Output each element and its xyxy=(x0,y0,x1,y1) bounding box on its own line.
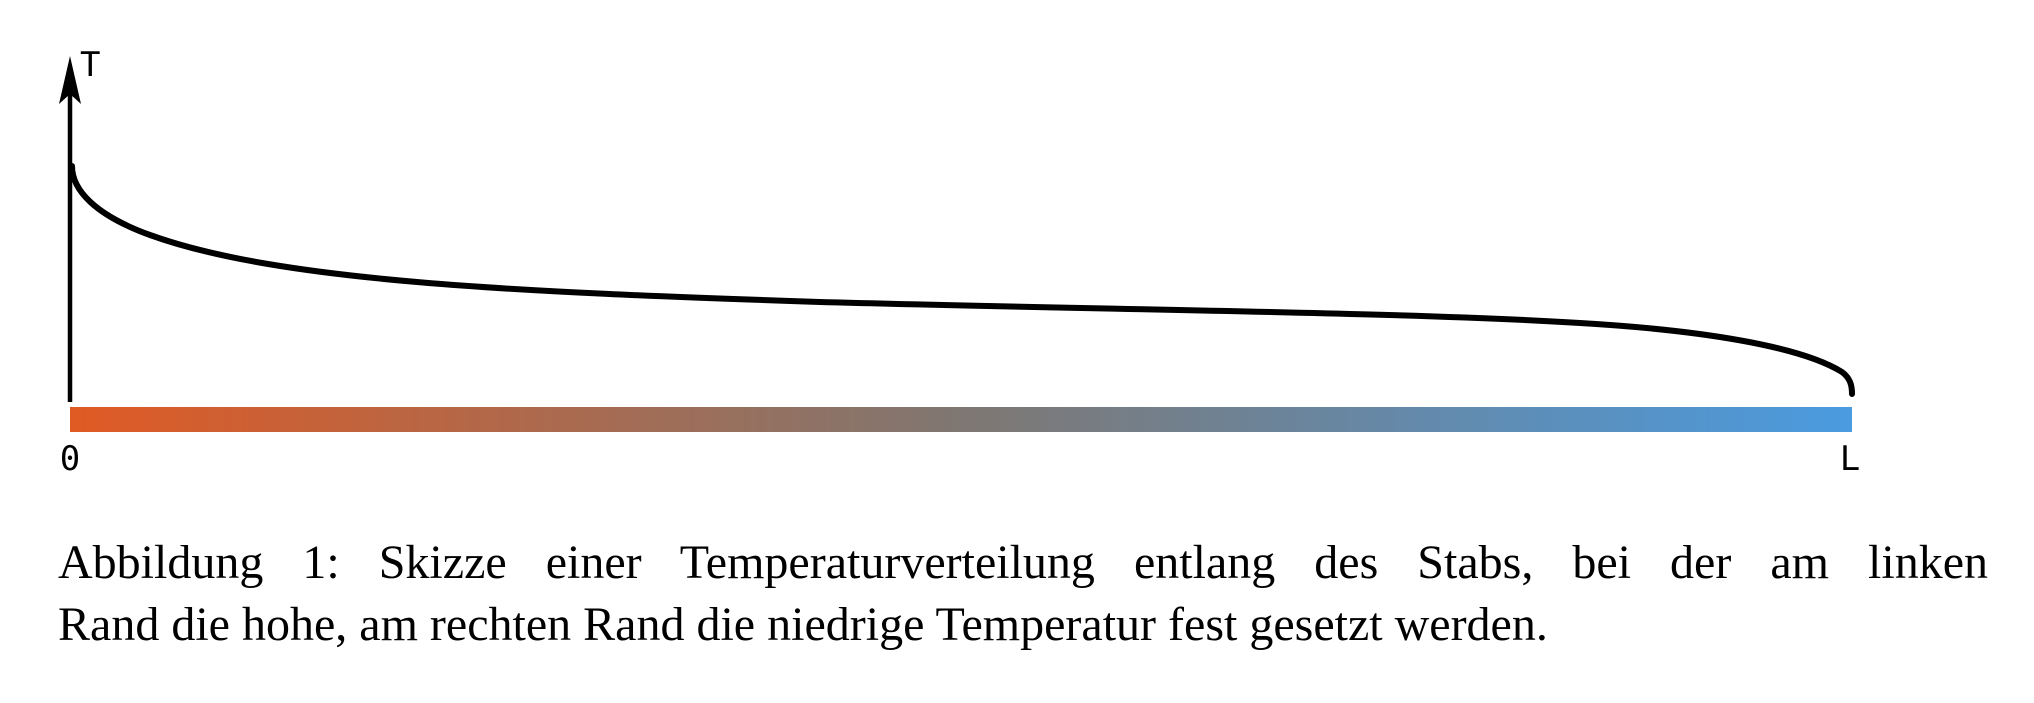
temperature-distribution-diagram: T 0 L xyxy=(59,45,1860,479)
figure-caption: Abbildung 1: Skizze einer Temperaturvert… xyxy=(58,532,1988,656)
caption-line-1: Abbildung 1: Skizze einer Temperaturvert… xyxy=(58,536,1988,589)
y-axis-label: T xyxy=(80,45,100,85)
y-axis-arrowhead xyxy=(59,56,81,104)
temperature-curve xyxy=(69,163,1855,397)
x-end-label: L xyxy=(1840,439,1860,479)
x-start-label: 0 xyxy=(60,439,80,479)
caption-line-2: Rand die hohe, am rechten Rand die niedr… xyxy=(58,598,1548,651)
rod-bar xyxy=(70,407,1852,432)
